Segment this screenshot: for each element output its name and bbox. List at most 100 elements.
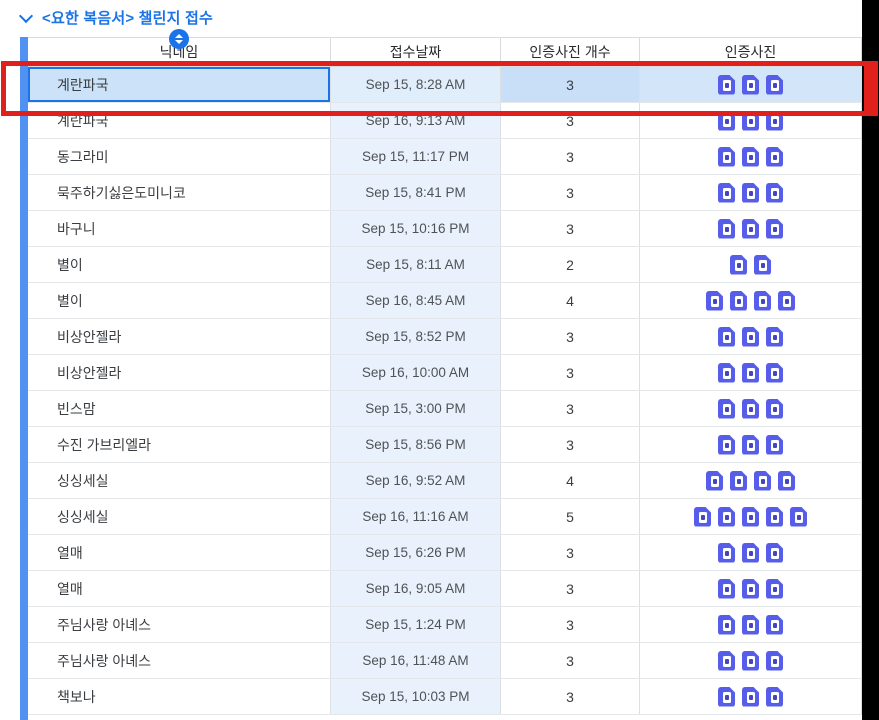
date-cell[interactable]: Sep 15, 10:03 PM (331, 679, 501, 714)
photo-file-icon[interactable] (766, 362, 783, 383)
photos-cell[interactable] (640, 283, 862, 318)
count-cell[interactable]: 2 (501, 247, 640, 282)
photo-file-icon[interactable] (730, 290, 747, 311)
photo-file-icon[interactable] (718, 434, 735, 455)
photo-file-icon[interactable] (766, 398, 783, 419)
nickname-cell[interactable]: 계란파국 (28, 67, 331, 102)
photo-file-icon[interactable] (718, 182, 735, 203)
photos-cell[interactable] (640, 535, 862, 570)
photo-file-icon[interactable] (718, 74, 735, 95)
photo-file-icon[interactable] (718, 146, 735, 167)
nickname-cell[interactable]: 계란파국 (28, 103, 331, 138)
count-cell[interactable]: 3 (501, 643, 640, 678)
column-header-nickname[interactable]: 닉네임 (28, 38, 331, 66)
photo-file-icon[interactable] (718, 326, 735, 347)
photo-file-icon[interactable] (718, 110, 735, 131)
photos-cell[interactable] (640, 607, 862, 642)
photo-file-icon[interactable] (718, 362, 735, 383)
photo-file-icon[interactable] (718, 218, 735, 239)
photos-cell[interactable] (640, 175, 862, 210)
table-row[interactable]: 계란파국 Sep 15, 8:28 AM 3 (20, 67, 862, 103)
date-cell[interactable]: Sep 15, 8:41 PM (331, 175, 501, 210)
photo-file-icon[interactable] (766, 650, 783, 671)
photo-file-icon[interactable] (766, 434, 783, 455)
table-row[interactable]: 별이 Sep 15, 8:11 AM 2 (20, 247, 862, 283)
count-cell[interactable]: 3 (501, 139, 640, 174)
photo-file-icon[interactable] (742, 362, 759, 383)
date-cell[interactable]: Sep 16, 9:05 AM (331, 571, 501, 606)
photo-file-icon[interactable] (718, 686, 735, 707)
photo-file-icon[interactable] (730, 254, 747, 275)
photo-file-icon[interactable] (766, 326, 783, 347)
count-cell[interactable]: 5 (501, 499, 640, 534)
photo-file-icon[interactable] (766, 506, 783, 527)
date-cell[interactable]: Sep 16, 9:13 AM (331, 103, 501, 138)
column-header-date[interactable]: 접수날짜 (331, 38, 501, 66)
photos-cell[interactable] (640, 643, 862, 678)
date-cell[interactable]: Sep 16, 10:00 AM (331, 355, 501, 390)
table-row[interactable]: 비상안젤라 Sep 16, 10:00 AM 3 (20, 355, 862, 391)
photo-file-icon[interactable] (742, 218, 759, 239)
nickname-cell[interactable]: 책보나 (28, 679, 331, 714)
photos-cell[interactable] (640, 211, 862, 246)
photo-file-icon[interactable] (790, 506, 807, 527)
photo-file-icon[interactable] (742, 506, 759, 527)
nickname-cell[interactable]: 싱싱세실 (28, 463, 331, 498)
date-cell[interactable]: Sep 15, 10:16 PM (331, 211, 501, 246)
photo-file-icon[interactable] (742, 110, 759, 131)
count-cell[interactable]: 3 (501, 679, 640, 714)
photo-file-icon[interactable] (742, 398, 759, 419)
photos-cell[interactable] (640, 103, 862, 138)
nickname-cell[interactable]: 바구니 (28, 211, 331, 246)
date-cell[interactable]: Sep 15, 8:52 PM (331, 319, 501, 354)
table-row[interactable]: 묵주하기싫은도미니코 Sep 15, 8:41 PM 3 (20, 175, 862, 211)
photo-file-icon[interactable] (742, 326, 759, 347)
photo-file-icon[interactable] (742, 614, 759, 635)
nickname-cell[interactable]: 주님사랑 아녜스 (28, 607, 331, 642)
nickname-cell[interactable]: 비상안젤라 (28, 355, 331, 390)
photo-file-icon[interactable] (718, 614, 735, 635)
photo-file-icon[interactable] (766, 686, 783, 707)
count-cell[interactable]: 3 (501, 355, 640, 390)
nickname-cell[interactable]: 주님사랑 아녜스 (28, 643, 331, 678)
count-cell[interactable]: 3 (501, 607, 640, 642)
photo-file-icon[interactable] (718, 650, 735, 671)
table-row[interactable]: 수진 가브리엘라 Sep 15, 8:56 PM 3 (20, 427, 862, 463)
table-row[interactable]: 책보나 Sep 15, 10:03 PM 3 (20, 679, 862, 715)
column-header-photos[interactable]: 인증사진 (640, 38, 862, 66)
date-cell[interactable]: Sep 15, 8:56 PM (331, 427, 501, 462)
photo-file-icon[interactable] (742, 434, 759, 455)
photo-file-icon[interactable] (742, 650, 759, 671)
photo-file-icon[interactable] (754, 254, 771, 275)
photo-file-icon[interactable] (718, 506, 735, 527)
photo-file-icon[interactable] (766, 578, 783, 599)
photos-cell[interactable] (640, 463, 862, 498)
table-row[interactable]: 계란파국 Sep 16, 9:13 AM 3 (20, 103, 862, 139)
count-cell[interactable]: 4 (501, 283, 640, 318)
nickname-cell[interactable]: 비상안젤라 (28, 319, 331, 354)
date-cell[interactable]: Sep 15, 6:26 PM (331, 535, 501, 570)
count-cell[interactable]: 4 (501, 463, 640, 498)
count-cell[interactable]: 3 (501, 175, 640, 210)
photo-file-icon[interactable] (766, 614, 783, 635)
count-cell[interactable]: 3 (501, 571, 640, 606)
nickname-cell[interactable]: 묵주하기싫은도미니코 (28, 175, 331, 210)
photo-file-icon[interactable] (694, 506, 711, 527)
photo-file-icon[interactable] (766, 146, 783, 167)
count-cell[interactable]: 3 (501, 535, 640, 570)
photo-file-icon[interactable] (706, 470, 723, 491)
table-row[interactable]: 빈스맘 Sep 15, 3:00 PM 3 (20, 391, 862, 427)
photo-file-icon[interactable] (706, 290, 723, 311)
nickname-cell[interactable]: 빈스맘 (28, 391, 331, 426)
table-row[interactable]: 동그라미 Sep 15, 11:17 PM 3 (20, 139, 862, 175)
column-header-photo-count[interactable]: 인증사진 개수 (501, 38, 640, 66)
photo-file-icon[interactable] (754, 290, 771, 311)
table-row[interactable]: 비상안젤라 Sep 15, 8:52 PM 3 (20, 319, 862, 355)
date-cell[interactable]: Sep 15, 8:11 AM (331, 247, 501, 282)
photos-cell[interactable] (640, 319, 862, 354)
photos-cell[interactable] (640, 499, 862, 534)
count-cell[interactable]: 3 (501, 67, 640, 102)
chevron-down-icon[interactable] (18, 8, 34, 23)
nickname-cell[interactable]: 수진 가브리엘라 (28, 427, 331, 462)
nickname-cell[interactable]: 별이 (28, 247, 331, 282)
